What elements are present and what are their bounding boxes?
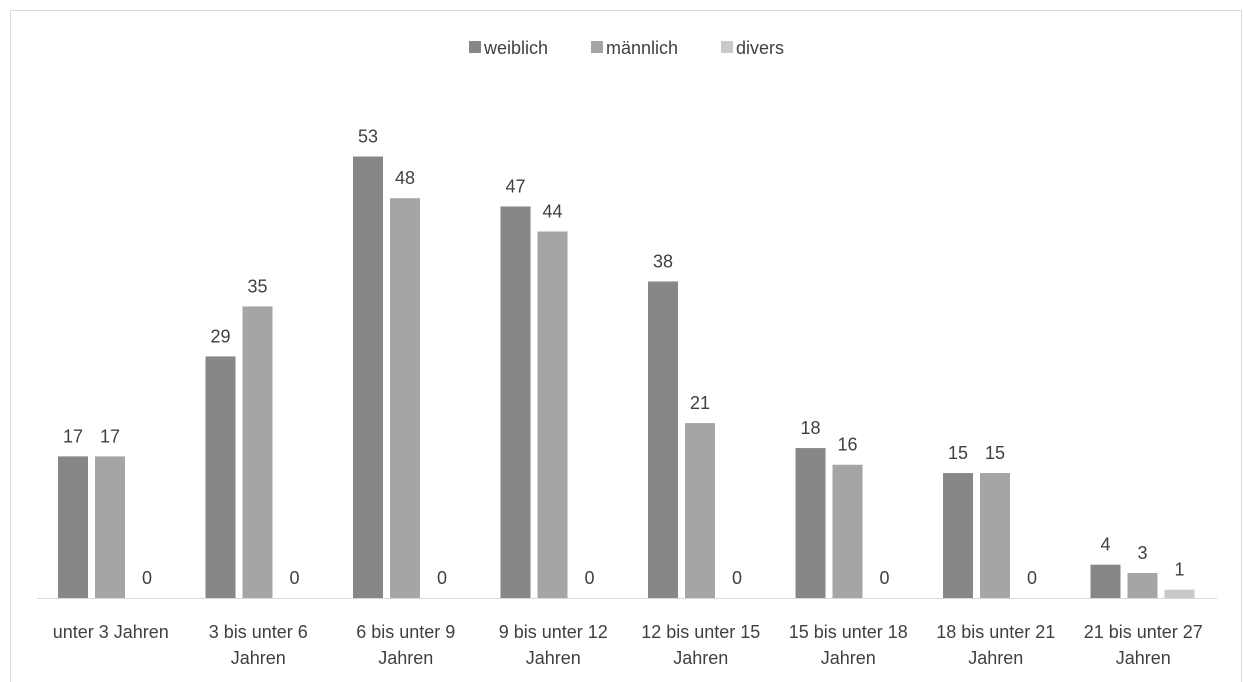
bar-männlich-6 bbox=[980, 473, 1010, 598]
legend-label-1: männlich bbox=[606, 38, 678, 58]
x-tick-label-5-0: 15 bis unter 18 bbox=[789, 622, 908, 642]
data-label-männlich-1: 35 bbox=[247, 276, 267, 296]
bar-weiblich-3 bbox=[500, 206, 531, 599]
data-label-männlich-7: 3 bbox=[1137, 543, 1147, 563]
x-tick-label-6-1: Jahren bbox=[968, 648, 1023, 668]
x-tick-label-2-1: Jahren bbox=[378, 648, 433, 668]
data-label-männlich-6: 15 bbox=[985, 443, 1005, 463]
bar-weiblich-4 bbox=[648, 281, 678, 598]
bar-weiblich-0 bbox=[58, 456, 88, 598]
data-label-divers-1: 0 bbox=[289, 568, 299, 588]
x-tick-label-4-1: Jahren bbox=[673, 648, 728, 668]
data-label-weiblich-7: 4 bbox=[1100, 535, 1110, 555]
bar-weiblich-7 bbox=[1090, 564, 1121, 598]
bar-weiblich-6 bbox=[943, 473, 973, 598]
legend-label-0: weiblich bbox=[483, 38, 548, 58]
legend-label-2: divers bbox=[736, 38, 784, 58]
data-label-männlich-4: 21 bbox=[690, 393, 710, 413]
bar-weiblich-2 bbox=[353, 156, 383, 598]
legend: weiblich männlich divers bbox=[469, 38, 784, 58]
bar-männlich-5 bbox=[832, 464, 863, 598]
x-tick-label-1-1: Jahren bbox=[231, 648, 286, 668]
bar-männlich-4 bbox=[685, 423, 715, 598]
bar-weiblich-5 bbox=[795, 448, 826, 598]
legend-swatch-0 bbox=[469, 41, 481, 53]
data-label-divers-7: 1 bbox=[1174, 560, 1184, 580]
x-tick-label-2-0: 6 bis unter 9 bbox=[356, 622, 455, 642]
data-label-weiblich-2: 53 bbox=[358, 127, 378, 147]
legend-swatch-2 bbox=[721, 41, 733, 53]
x-tick-label-0-0: unter 3 Jahren bbox=[53, 622, 169, 642]
data-label-divers-6: 0 bbox=[1027, 568, 1037, 588]
data-label-weiblich-0: 17 bbox=[63, 426, 83, 446]
x-tick-label-1-0: 3 bis unter 6 bbox=[209, 622, 308, 642]
data-label-divers-4: 0 bbox=[732, 568, 742, 588]
x-tick-label-3-0: 9 bis unter 12 bbox=[499, 622, 608, 642]
data-label-weiblich-1: 29 bbox=[210, 326, 230, 346]
bar-männlich-2 bbox=[390, 198, 420, 598]
data-label-divers-2: 0 bbox=[437, 568, 447, 588]
bar-divers-7 bbox=[1164, 589, 1195, 598]
x-tick-label-7-0: 21 bis unter 27 bbox=[1084, 622, 1203, 642]
bar-männlich-0 bbox=[95, 456, 125, 598]
x-tick-label-6-0: 18 bis unter 21 bbox=[936, 622, 1055, 642]
bar-männlich-1 bbox=[242, 306, 273, 598]
x-tick-label-7-1: Jahren bbox=[1116, 648, 1171, 668]
bar-männlich-7 bbox=[1127, 573, 1158, 598]
data-label-divers-3: 0 bbox=[584, 568, 594, 588]
data-label-männlich-3: 44 bbox=[542, 201, 562, 221]
data-label-männlich-2: 48 bbox=[395, 168, 415, 188]
data-label-weiblich-6: 15 bbox=[948, 443, 968, 463]
bar-weiblich-1 bbox=[205, 356, 236, 598]
data-label-männlich-5: 16 bbox=[837, 435, 857, 455]
data-label-weiblich-3: 47 bbox=[505, 176, 525, 196]
data-label-weiblich-4: 38 bbox=[653, 251, 673, 271]
data-label-divers-5: 0 bbox=[879, 568, 889, 588]
bar-männlich-3 bbox=[537, 231, 568, 599]
x-tick-label-4-0: 12 bis unter 15 bbox=[641, 622, 760, 642]
legend-swatch-1 bbox=[591, 41, 603, 53]
data-label-divers-0: 0 bbox=[142, 568, 152, 588]
data-label-weiblich-5: 18 bbox=[800, 418, 820, 438]
data-label-männlich-0: 17 bbox=[100, 426, 120, 446]
x-tick-label-3-1: Jahren bbox=[526, 648, 581, 668]
x-tick-label-5-1: Jahren bbox=[821, 648, 876, 668]
